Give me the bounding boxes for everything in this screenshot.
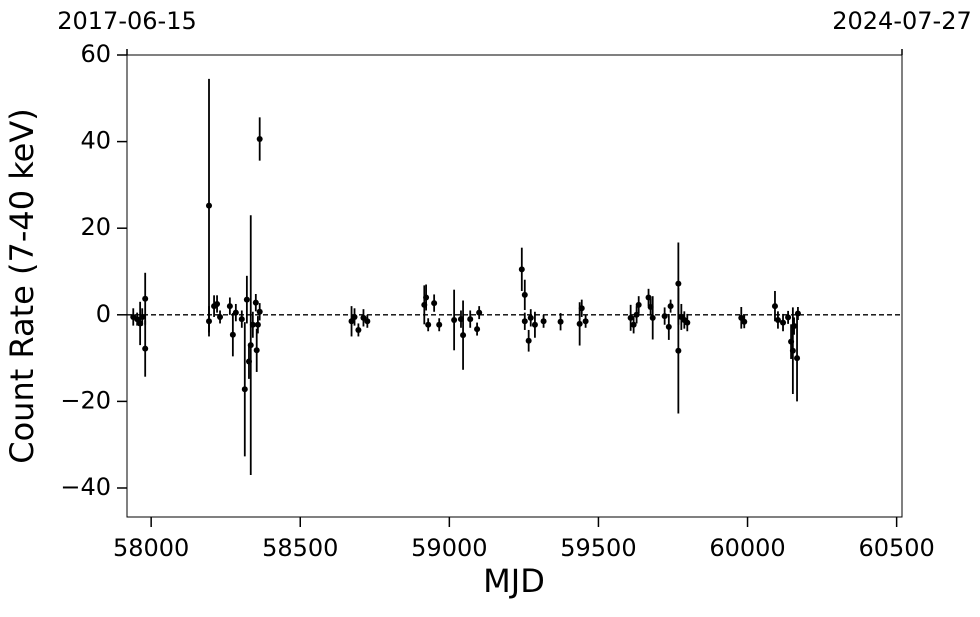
x-axis-label: MJD bbox=[483, 562, 545, 600]
data-point bbox=[627, 314, 634, 321]
data-point bbox=[139, 313, 146, 320]
data-point bbox=[518, 266, 525, 273]
data-point bbox=[741, 318, 748, 325]
y-tick-label: 60 bbox=[80, 40, 111, 68]
x-tick-label: 60000 bbox=[709, 534, 785, 562]
data-point bbox=[540, 318, 547, 325]
data-point bbox=[214, 300, 221, 307]
data-point bbox=[661, 313, 668, 320]
y-tick-label: −40 bbox=[60, 473, 111, 501]
data-point bbox=[557, 318, 564, 325]
data-point bbox=[364, 318, 371, 325]
data-point bbox=[134, 316, 141, 323]
data-point bbox=[206, 318, 213, 325]
data-point bbox=[252, 299, 259, 306]
data-point bbox=[531, 321, 538, 328]
data-point bbox=[635, 301, 642, 308]
data-point bbox=[351, 313, 358, 320]
data-point bbox=[253, 347, 260, 354]
x-tick-label: 59000 bbox=[411, 534, 487, 562]
data-point bbox=[684, 319, 691, 326]
data-point bbox=[576, 320, 583, 327]
x-tick-label: 58000 bbox=[113, 534, 189, 562]
data-point bbox=[474, 326, 481, 333]
data-point bbox=[649, 314, 656, 321]
plot-frame bbox=[126, 54, 903, 518]
data-point bbox=[771, 303, 778, 310]
data-point bbox=[348, 318, 355, 325]
data-point bbox=[794, 355, 801, 362]
data-point bbox=[521, 318, 528, 325]
data-point bbox=[249, 321, 256, 328]
y-tick-label: −20 bbox=[60, 386, 111, 414]
data-point bbox=[436, 321, 443, 328]
data-point bbox=[780, 319, 787, 326]
data-point bbox=[525, 337, 532, 344]
data-point bbox=[431, 300, 438, 307]
data-point bbox=[217, 313, 224, 320]
data-point bbox=[256, 308, 263, 315]
x-tick-label: 58500 bbox=[262, 534, 338, 562]
x2-tick-label: 2017-06-15 bbox=[57, 7, 196, 35]
data-point bbox=[791, 323, 798, 330]
data-point bbox=[774, 316, 781, 323]
y-axis-label: Count Rate (7-40 keV) bbox=[3, 108, 41, 463]
y-tick-label: 20 bbox=[80, 213, 111, 241]
data-point bbox=[794, 310, 801, 317]
y-tick-label: 40 bbox=[80, 127, 111, 155]
data-point bbox=[630, 321, 637, 328]
data-point bbox=[355, 326, 362, 333]
data-point bbox=[467, 316, 474, 323]
data-point bbox=[142, 295, 149, 302]
data-point bbox=[675, 280, 682, 287]
data-point bbox=[527, 314, 534, 321]
data-point bbox=[665, 323, 672, 330]
data-point bbox=[667, 303, 674, 310]
data-point bbox=[232, 309, 239, 316]
data-point bbox=[142, 345, 149, 352]
data-point bbox=[229, 331, 236, 338]
data-point bbox=[476, 309, 483, 316]
data-point bbox=[423, 294, 430, 301]
data-point bbox=[238, 316, 245, 323]
x-tick-label: 60500 bbox=[858, 534, 934, 562]
x-tick-label: 59500 bbox=[560, 534, 636, 562]
data-point bbox=[243, 296, 250, 303]
data-point bbox=[425, 321, 432, 328]
x2-tick-label: 2024-07-27 bbox=[832, 7, 971, 35]
data-point bbox=[360, 314, 367, 321]
data-point bbox=[578, 305, 585, 312]
data-point bbox=[675, 347, 682, 354]
data-point bbox=[451, 316, 458, 323]
data-point bbox=[521, 291, 528, 298]
data-point bbox=[789, 347, 796, 354]
data-point bbox=[241, 386, 248, 393]
data-point bbox=[460, 332, 467, 339]
y-tick-label: 0 bbox=[96, 300, 111, 328]
data-point bbox=[254, 321, 261, 328]
data-point bbox=[256, 136, 263, 142]
data-point bbox=[247, 342, 254, 349]
data-point bbox=[226, 303, 233, 310]
data-point bbox=[785, 314, 792, 321]
data-point bbox=[206, 202, 213, 209]
data-point bbox=[582, 318, 589, 325]
